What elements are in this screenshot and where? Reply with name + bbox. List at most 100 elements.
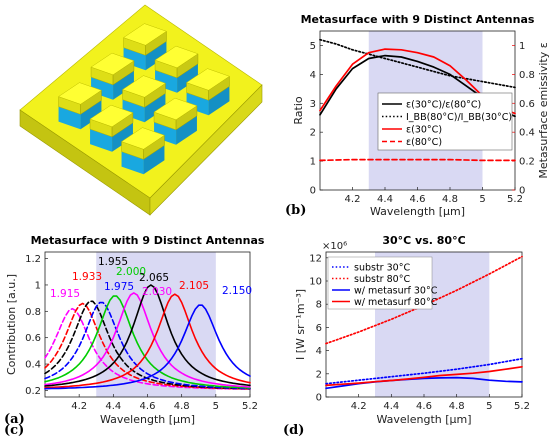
metasurface-illustration [19,4,263,216]
x-axis-label: Wavelength [μm] [100,413,195,426]
y-tick-label: 8 [316,300,322,311]
chart-title: Metasurface with 9 Distinct Antennas [31,234,265,247]
antenna-block [153,97,198,145]
antenna-block [89,104,134,152]
x-tick-label: 4.2 [351,401,367,412]
legend-entry: ε(80°C) [406,137,442,148]
panel-label-b: (b) [285,203,306,218]
x-tick-label: 4.4 [377,194,393,205]
legend-entry: I_BB(80°C)/I_BB(30°C) [406,112,512,123]
series-line [44,304,251,390]
antenna-cap-top [120,127,166,150]
legend-entry: w/ metasurf 30°C [354,286,438,297]
x-tick-label: 5 [486,401,492,412]
antenna-block [185,68,231,116]
antenna-pillar-right [208,86,230,116]
series-line [319,38,516,89]
panel-label-c: (c) [4,423,24,438]
legend-box [327,256,433,310]
y-tick-label: 6 [316,323,322,334]
y2-tick-label: 0.8 [519,70,535,81]
antenna-cap-top [90,52,135,76]
x-tick-label: 4.4 [383,401,399,412]
antenna-block [120,127,166,175]
y2-tick-label: 0.4 [519,128,535,139]
series-line [44,293,251,389]
y-tick-label: 0.2 [25,386,41,397]
antenna-pillar-left [121,151,144,175]
panel-c-chart: Metasurface with 9 Distinct Antennas 4.2 4… [5,234,265,426]
y-axis-label: Contribution [a.u.] [5,274,18,375]
y-tick-label: 10 [309,277,322,288]
y2-tick-label: 0.2 [519,157,535,168]
chart-title: 30°C vs. 80°C [382,234,465,247]
peak-annotation: 2.030 [142,286,172,298]
y-tick-label: 3 [310,99,316,110]
antenna-pillar-right [112,122,133,152]
base-slab-right [149,84,263,216]
panel-b-chart: Metasurface with 9 Distinct Antennas 4.2 4… [292,13,550,218]
x-axis-label: Wavelength [μm] [370,205,465,218]
antenna-pillar-right [145,41,167,71]
x-tick-label: 5.2 [514,401,530,412]
y-scale-label: ×10⁶ [322,241,347,252]
peak-annotation: 1.933 [72,271,102,283]
series-line [44,295,251,389]
antenna-array [57,23,231,175]
antenna-pillar-right [113,70,134,100]
antenna-pillar-left [90,129,113,152]
panel-d-chart: 30°C vs. 80°C ×10⁶ 4.2 4.4 4.6 4.8 5 5.2 0 2 4 6 8 10… [294,234,530,426]
chart-title: Metasurface with 9 Distinct Antennas [301,13,535,26]
y2-tick-label: 0 [519,186,525,197]
peak-annotation: 1.955 [98,256,128,268]
y-tick-label: 1 [35,280,41,291]
y2-tick-label: 0.6 [519,99,535,110]
y-tick-label: 5 [310,41,316,52]
series-line [44,301,251,390]
y-tick-label: 0.8 [25,307,41,318]
antenna-pillar-left [123,47,146,71]
y-tick-label: 1 [310,157,316,168]
peak-annotation: 2.000 [116,266,146,278]
antenna-cap-top [185,68,231,91]
legend-entry: substr 30°C [354,263,410,274]
x-tick-label: 4.8 [442,194,458,205]
antenna-block [122,23,168,71]
legend-entry: ε(30°C) [406,125,442,136]
antenna-cap-top [122,23,168,46]
x-tick-label: 4.2 [345,194,361,205]
x-tick-label: 4.6 [410,194,426,205]
antenna-pillar-right [80,100,102,130]
antenna-pillar-right [144,93,166,123]
antenna-block [90,52,135,100]
antenna-block [154,45,199,93]
legend: ε(30°C)/ε(80°C)I_BB(80°C)/I_BB(30°C) ε(30… [377,92,513,151]
antenna-cap-top [57,82,103,105]
y2-axis-label: Metasurface emissivity ε [537,42,550,178]
y-tick-label: 0.6 [25,333,41,344]
series-line [325,357,523,385]
antenna-pillar-left [154,122,177,145]
x-tick-label: 4.4 [105,401,121,412]
antenna-block [57,82,103,130]
y-tick-label: 2 [316,369,322,380]
legend-entry: w/ metasurf 80°C [354,297,438,308]
x-tick-label: 4.6 [140,401,156,412]
y-axis-label: I [W sr⁻¹m⁻³] [294,289,307,360]
y-tick-label: 0 [310,186,316,197]
peak-annotation: 2.150 [222,285,252,297]
antenna-pillar-right [177,63,198,93]
x-tick-label: 5 [479,194,485,205]
antenna-pillar-left [186,92,209,116]
legend-box [377,92,513,151]
y-tick-label: 0.4 [25,360,41,371]
series-line [44,307,251,391]
y-tick-label: 4 [316,346,322,357]
x-tick-label: 4.2 [71,401,87,412]
y-tick-label: 2 [310,128,316,139]
antenna-pillar-right [176,115,197,145]
legend-entry: ε(30°C)/ε(80°C) [406,100,481,111]
x-tick-label: 4.6 [416,401,432,412]
y-tick-label: 4 [310,70,316,81]
